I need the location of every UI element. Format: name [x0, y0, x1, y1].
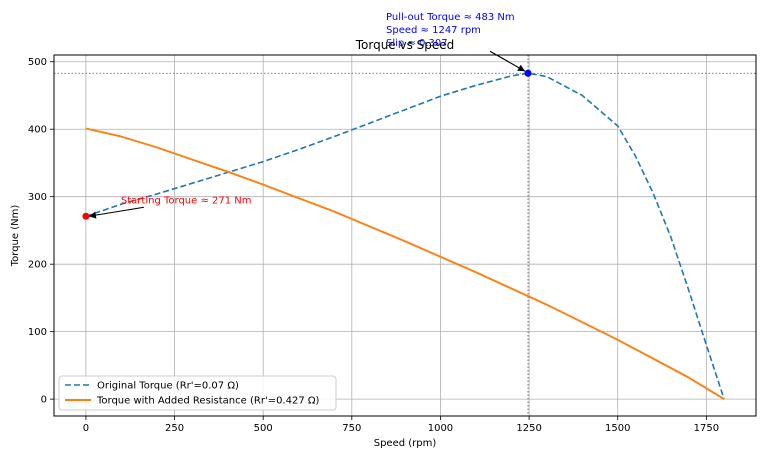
chart-title: Torque vs Speed: [355, 38, 455, 52]
pullout-annotation-torque: Pull-out Torque ≈ 483 Nm: [386, 12, 515, 23]
reference-lines: [54, 55, 756, 416]
legend-label-original: Original Torque (Rr'=0.07 Ω): [97, 381, 239, 392]
annotations: Pull-out Torque ≈ 483 Nm Speed ≈ 1247 rp…: [121, 12, 515, 206]
pullout-arrow-head: [517, 64, 526, 72]
y-tick-label: 0: [41, 395, 47, 406]
starting-arrow-head: [88, 211, 97, 219]
series-added-resistance-torque: [85, 127, 725, 400]
starting-arrow: [88, 206, 144, 217]
legend-label-added-resistance: Torque with Added Resistance (Rr'=0.427 …: [96, 396, 320, 407]
x-tick-label: 500: [254, 423, 273, 434]
y-tick-label: 200: [28, 260, 47, 271]
starting-point-marker: [82, 212, 90, 220]
legend: Original Torque (Rr'=0.07 Ω) Torque with…: [58, 375, 337, 411]
pullout-annotation-slip: Slip ≈ 0.307: [386, 38, 448, 49]
starting-torque-annotation: Starting Torque ≈ 271 Nm: [121, 195, 252, 206]
y-axis-title: Torque (Nm): [10, 205, 21, 268]
legend-box: [58, 375, 337, 411]
series-original-torque: [85, 72, 725, 400]
x-tick-label: 1000: [428, 423, 453, 434]
x-axis-title: Speed (rpm): [374, 438, 437, 449]
annotation-markers: [82, 50, 532, 220]
y-tick-label: 300: [28, 192, 47, 203]
series-layer: [85, 72, 725, 400]
x-tick-label: 1500: [605, 423, 630, 434]
x-tick-label: 1750: [694, 423, 719, 434]
y-tick-label: 100: [28, 327, 47, 338]
plot-frame: [53, 54, 757, 417]
pullout-annotation-speed: Speed ≈ 1247 rpm: [386, 25, 481, 36]
axis-ticks: 0 250 500 750 1000 1250 1500 1750 0 100 200 300 400 5…: [28, 57, 719, 434]
x-tick-label: 0: [83, 423, 89, 434]
x-tick-label: 250: [165, 423, 184, 434]
grid-lines: [54, 55, 756, 416]
x-tick-label: 1250: [516, 423, 541, 434]
y-tick-label: 400: [28, 125, 47, 136]
pullout-point-marker: [524, 69, 532, 77]
x-tick-label: 750: [342, 423, 361, 434]
y-tick-label: 500: [28, 57, 47, 68]
